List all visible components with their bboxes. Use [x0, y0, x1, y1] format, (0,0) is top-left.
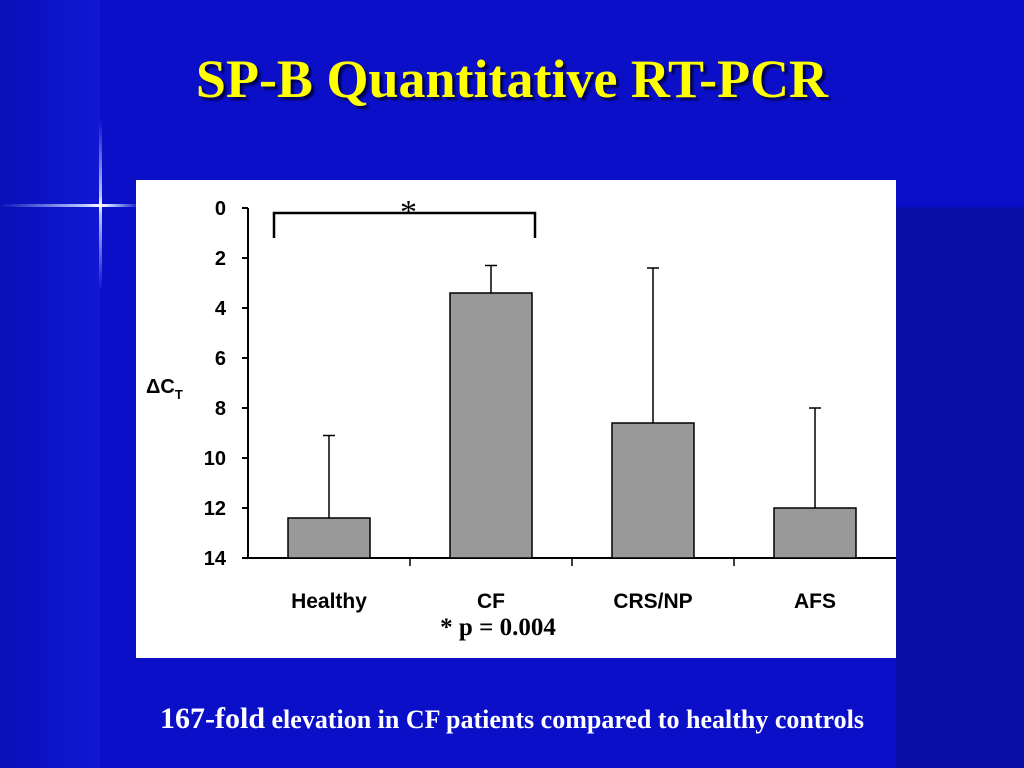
caption-text: elevation in CF patients compared to hea… [265, 705, 864, 734]
chart-error-bars [323, 264, 821, 518]
bar-crs-np [611, 422, 695, 559]
significance-bracket [272, 211, 537, 238]
p-value-note: * p = 0.004 [440, 614, 556, 641]
x-category-label: Healthy [291, 590, 367, 613]
lens-flare-vertical [99, 120, 102, 290]
y-tick-label: 8 [215, 398, 226, 420]
background-left-band [0, 0, 100, 768]
chart-panel: 0 2 4 6 8 10 12 14 Healthy CF CRS/NP AFS * * p = 0.… [136, 180, 896, 658]
bar-chart: 0 2 4 6 8 10 12 14 Healthy CF CRS/NP AFS * * p = 0.… [146, 194, 896, 641]
x-category-label: CF [477, 590, 505, 613]
y-tick-label: 10 [204, 448, 226, 470]
x-category-labels: Healthy CF CRS/NP AFS [291, 590, 836, 613]
y-tick-label: 4 [215, 298, 227, 320]
y-axis-label: ΔCT [146, 376, 183, 402]
background-right-block [896, 207, 1024, 768]
y-tick-labels: 0 2 4 6 8 10 12 14 [204, 198, 227, 570]
y-tick-label: 14 [204, 548, 227, 570]
y-tick-label: 6 [215, 348, 226, 370]
y-tick-label: 0 [215, 198, 226, 220]
caption-emphasis: 167-fold [160, 702, 266, 735]
y-tick-label: 12 [204, 498, 226, 520]
slide-caption: 167-fold elevation in CF patients compar… [0, 702, 1024, 736]
y-tick-label: 2 [215, 248, 226, 270]
x-category-label: AFS [794, 590, 836, 613]
chart-bars [287, 292, 857, 559]
significance-annotation: * * p = 0.004 [272, 194, 556, 641]
significance-star: * [400, 194, 417, 231]
x-category-label: CRS/NP [613, 590, 692, 613]
bar-healthy [287, 517, 371, 559]
lens-flare-horizontal [0, 204, 140, 207]
bar-cf [449, 292, 533, 559]
bar-afs [773, 507, 857, 559]
slide-title: SP-B Quantitative RT-PCR [195, 49, 829, 109]
